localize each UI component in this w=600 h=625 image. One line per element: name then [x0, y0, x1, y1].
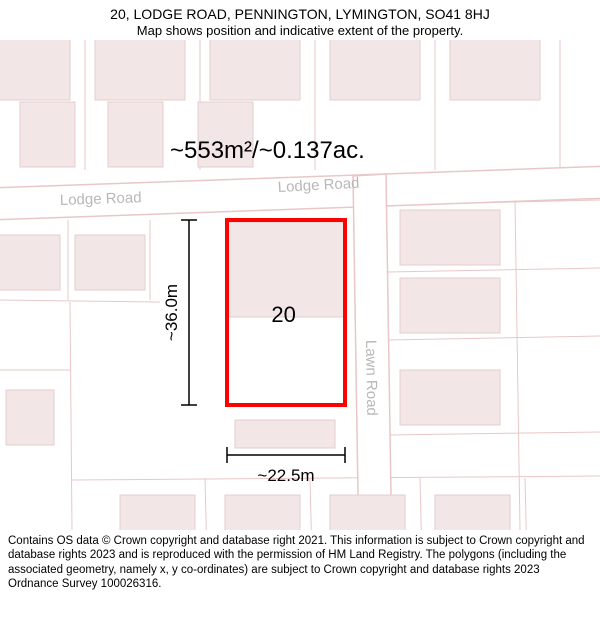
- header: 20, LODGE ROAD, PENNINGTON, LYMINGTON, S…: [0, 0, 600, 40]
- svg-text:Lodge Road: Lodge Road: [60, 189, 142, 209]
- plot-number: 20: [271, 302, 295, 327]
- property-map: Lodge RoadLodge RoadLawn Road20~553m²/~0…: [0, 40, 600, 530]
- svg-text:Lawn Road: Lawn Road: [362, 340, 380, 416]
- width-dim: ~22.5m: [257, 466, 314, 485]
- page-subtitle: Map shows position and indicative extent…: [10, 23, 590, 38]
- height-dim: ~36.0m: [162, 284, 181, 341]
- page-title: 20, LODGE ROAD, PENNINGTON, LYMINGTON, S…: [10, 6, 590, 22]
- copyright-footer: Contains OS data © Crown copyright and d…: [0, 530, 600, 600]
- area-label: ~553m²/~0.137ac.: [170, 137, 365, 164]
- map-container: Lodge RoadLodge RoadLawn Road20~553m²/~0…: [0, 40, 600, 530]
